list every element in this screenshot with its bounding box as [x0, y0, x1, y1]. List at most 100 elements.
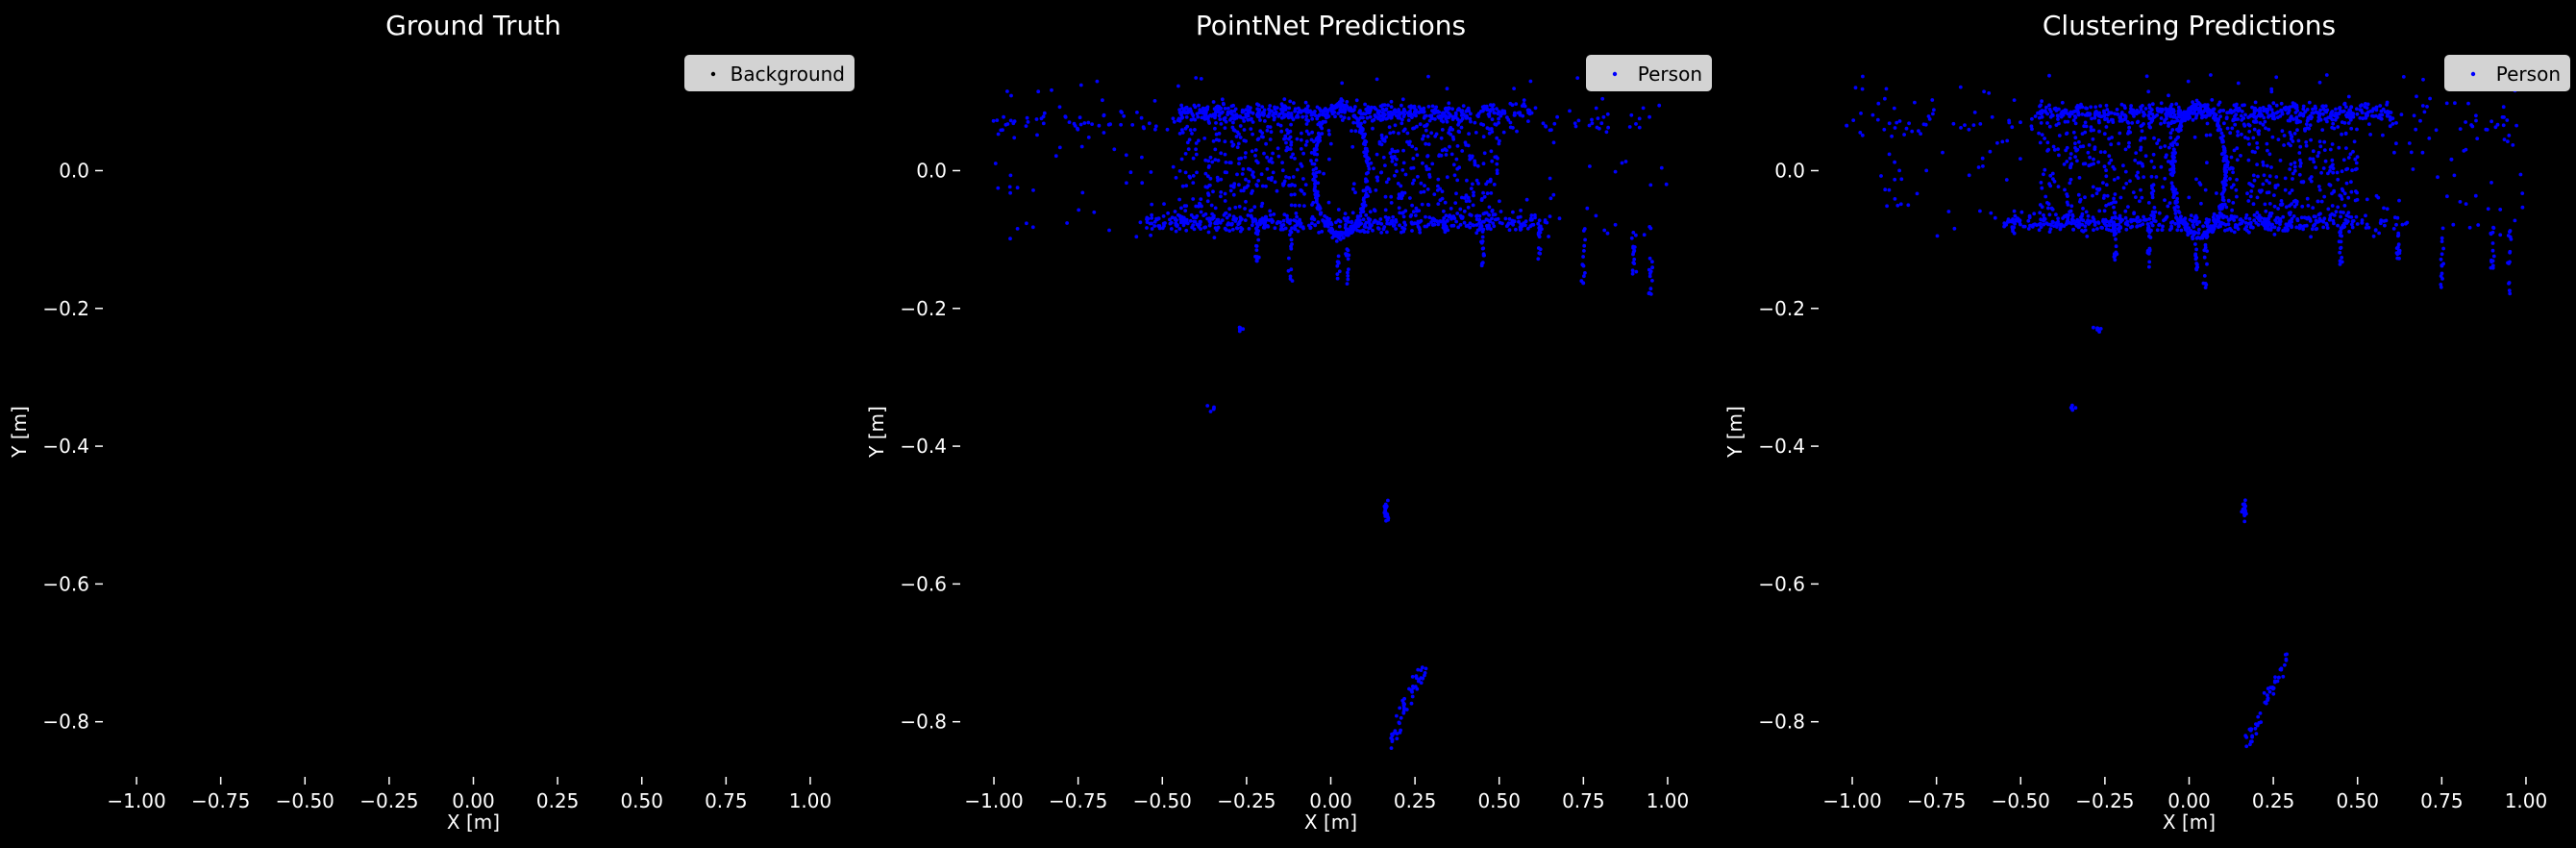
- data-point: [2489, 258, 2493, 262]
- data-point: [1358, 213, 1363, 218]
- data-point: [1374, 114, 1378, 119]
- x-tick-label: 1.00: [789, 789, 832, 812]
- data-point: [1371, 228, 1375, 233]
- data-point: [2371, 107, 2376, 112]
- data-point: [1156, 216, 1161, 221]
- data-point: [1208, 410, 1213, 413]
- data-point: [2317, 116, 2322, 121]
- data-point: [2346, 195, 2351, 200]
- data-point: [1220, 218, 1225, 223]
- data-point: [2152, 114, 2157, 119]
- data-point: [2239, 154, 2242, 158]
- data-point: [2513, 218, 2517, 223]
- data-point: [2394, 222, 2398, 227]
- data-point: [2149, 221, 2154, 225]
- data-point: [1482, 194, 1487, 199]
- data-point: [1231, 185, 1236, 189]
- data-point: [1533, 212, 1537, 217]
- data-point: [2365, 102, 2370, 107]
- data-point: [1183, 126, 1188, 131]
- data-point: [1464, 193, 1469, 198]
- data-point: [2240, 110, 2244, 113]
- data-point: [1223, 126, 1227, 131]
- data-point: [2050, 208, 2055, 212]
- data-point: [2074, 219, 2079, 224]
- data-point: [1516, 215, 1521, 220]
- data-point: [2057, 134, 2062, 137]
- data-point: [1423, 184, 1426, 188]
- data-point: [1329, 109, 1334, 113]
- data-point: [1295, 219, 1300, 224]
- data-point: [1477, 217, 1482, 222]
- data-point: [2103, 217, 2108, 222]
- y-tick-label: 0.0: [1774, 159, 1805, 182]
- data-point: [2203, 187, 2208, 192]
- data-point: [1332, 106, 1337, 111]
- data-point: [2189, 213, 2193, 218]
- data-point: [1194, 152, 1199, 157]
- data-point: [2317, 80, 2322, 85]
- data-point: [1314, 158, 1319, 162]
- data-point: [2346, 211, 2351, 215]
- data-point: [2046, 222, 2050, 227]
- data-point: [2204, 234, 2209, 238]
- data-point: [2257, 132, 2261, 137]
- data-point: [1620, 161, 1624, 165]
- data-point: [1336, 261, 1341, 265]
- data-point: [1235, 145, 1240, 150]
- data-point: [2045, 201, 2049, 205]
- data-point: [1184, 184, 1189, 188]
- data-point: [2218, 114, 2223, 118]
- data-point: [2068, 165, 2072, 170]
- data-point: [1648, 269, 1653, 274]
- data-point: [2139, 145, 2143, 150]
- data-point: [1008, 190, 1012, 195]
- data-point: [2451, 222, 2456, 227]
- data-point: [2224, 178, 2229, 183]
- data-point: [2231, 183, 2236, 187]
- data-point: [1419, 681, 1424, 686]
- x-tick-label: 0.75: [705, 789, 748, 812]
- data-point: [1217, 132, 1222, 136]
- data-point: [2243, 136, 2247, 139]
- data-point: [2418, 118, 2422, 123]
- data-point: [2174, 102, 2179, 106]
- data-point: [2145, 228, 2150, 233]
- data-point: [2211, 215, 2216, 219]
- data-point: [1119, 122, 1123, 127]
- data-point: [1486, 112, 1491, 116]
- data-point: [1393, 123, 1398, 128]
- data-point: [2202, 113, 2207, 118]
- data-point: [2379, 116, 2384, 121]
- data-point: [2066, 112, 2070, 116]
- data-point: [1163, 221, 1167, 225]
- data-point: [1253, 154, 1257, 158]
- data-point: [2167, 121, 2170, 125]
- data-point: [1980, 156, 1985, 161]
- data-point: [1296, 229, 1300, 234]
- data-point: [1267, 112, 1272, 115]
- data-point: [2129, 219, 2134, 224]
- data-point: [1266, 224, 1271, 229]
- data-point: [1229, 116, 1233, 121]
- data-point: [2123, 209, 2128, 213]
- data-point: [2026, 227, 2031, 231]
- data-point: [1390, 156, 1395, 161]
- data-point: [1548, 214, 1552, 219]
- data-point: [1468, 212, 1473, 217]
- data-point: [1917, 129, 1920, 134]
- data-point: [2112, 196, 2117, 201]
- data-point: [1481, 246, 1486, 251]
- data-point: [1419, 190, 1424, 194]
- data-point: [1344, 253, 1349, 258]
- data-point: [2263, 700, 2267, 705]
- data-point: [996, 132, 1001, 137]
- data-point: [1161, 214, 1166, 218]
- data-point: [1507, 228, 1512, 233]
- data-point: [1262, 151, 1266, 156]
- data-point: [2202, 109, 2207, 113]
- data-point: [1355, 215, 1360, 220]
- data-point: [2169, 119, 2174, 124]
- data-point: [2261, 163, 2266, 167]
- data-point: [2379, 109, 2384, 113]
